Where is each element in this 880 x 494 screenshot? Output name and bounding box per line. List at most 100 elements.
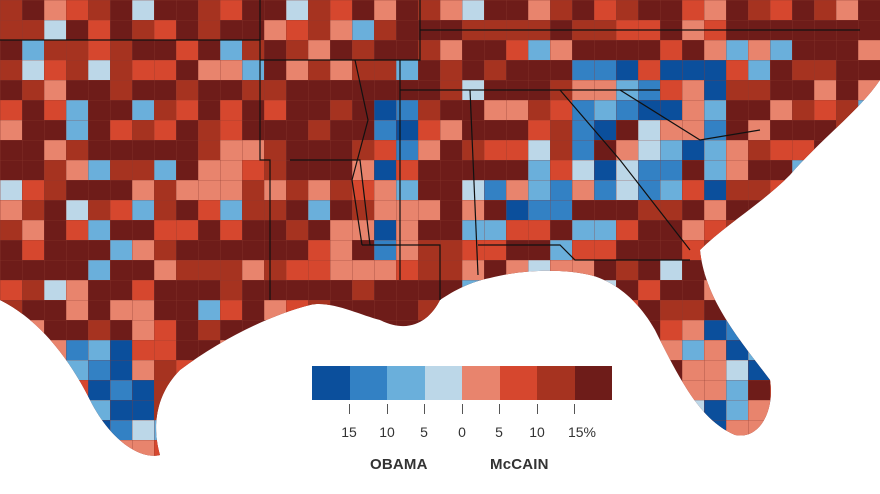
county-cell [286, 400, 308, 420]
county-cell [814, 260, 836, 280]
county-cell [242, 420, 264, 440]
county-cell [836, 380, 858, 400]
county-cell [594, 300, 616, 320]
county-cell [308, 320, 330, 340]
county-cell [792, 320, 814, 340]
legend-swatch-obama-10 [349, 366, 387, 400]
county-cell [858, 340, 880, 360]
county-cell [792, 420, 814, 440]
county-cell [286, 480, 308, 494]
county-cell [770, 280, 792, 300]
county-cell [440, 340, 462, 360]
county-cell [748, 220, 770, 240]
county-cell [814, 460, 836, 480]
county-cell [22, 440, 44, 456]
county-cell [770, 360, 792, 380]
county-cell [66, 480, 88, 494]
county-cell [792, 380, 814, 400]
county-cell [264, 480, 286, 494]
county-cell [198, 420, 220, 440]
county-cell [858, 120, 880, 140]
county-cell [814, 420, 836, 440]
county-cell [572, 340, 594, 360]
county-cell [814, 160, 836, 180]
county-cell [638, 340, 660, 360]
county-cell [836, 320, 858, 340]
county-cell [176, 480, 198, 494]
legend-tick [574, 404, 575, 414]
county-cell [528, 320, 550, 340]
county-cell [616, 360, 638, 380]
county-cell [770, 340, 792, 360]
county-cell [110, 480, 132, 494]
county-cell [858, 360, 880, 380]
county-cell [836, 180, 858, 200]
legend-tick-label: 10 [529, 424, 545, 440]
legend-swatch-obama-15 [312, 366, 350, 400]
county-cell [44, 420, 66, 440]
state-border-alabama-georgia [469, 89, 479, 276]
county-cell [396, 480, 418, 494]
county-cell [682, 420, 704, 440]
county-cell [484, 480, 506, 494]
county-cell [770, 380, 792, 400]
county-cell [88, 440, 110, 456]
county-cell [814, 240, 836, 260]
county-cell [0, 420, 22, 440]
legend-swatch-obama-5 [387, 366, 425, 400]
county-cell [792, 220, 814, 240]
county-cell [858, 420, 880, 440]
county-cell [308, 480, 330, 494]
county-cell [858, 200, 880, 220]
legend-swatch-mccain-0 [462, 366, 500, 400]
county-cell [814, 360, 836, 380]
county-cell [462, 340, 484, 360]
county-cell [286, 340, 308, 360]
county-cell [704, 440, 726, 456]
county-cell [484, 320, 506, 340]
county-cell [330, 340, 352, 360]
county-cell [594, 320, 616, 340]
county-cell [638, 380, 660, 400]
county-cell [198, 480, 220, 494]
county-cell [44, 360, 66, 380]
county-cell [792, 360, 814, 380]
county-cell [858, 300, 880, 320]
map-legend: 15 10 5 0 5 10 15% OBAMA McCAIN [312, 366, 612, 478]
county-cell [22, 400, 44, 420]
county-cell [770, 320, 792, 340]
county-cell [242, 480, 264, 494]
county-cell [88, 480, 110, 494]
county-cell [770, 220, 792, 240]
county-cell [220, 400, 242, 420]
legend-tick-label: 10 [379, 424, 395, 440]
legend-tick-label: 5 [495, 424, 503, 440]
county-cell [814, 300, 836, 320]
county-cell [660, 420, 682, 440]
legend-tick-label: 0 [458, 424, 466, 440]
county-cell [440, 480, 462, 494]
county-cell [264, 380, 286, 400]
legend-tick-label: 5 [420, 424, 428, 440]
county-cell [726, 440, 748, 456]
county-cell [770, 420, 792, 440]
county-cell [0, 320, 22, 340]
county-cell [682, 440, 704, 456]
county-cell [66, 420, 88, 440]
county-cell [286, 440, 308, 456]
county-cell [154, 480, 176, 494]
county-cell [858, 460, 880, 480]
legend-tick-label: 15% [567, 424, 597, 440]
county-cell [66, 400, 88, 420]
county-cell [286, 360, 308, 380]
county-cell [528, 300, 550, 320]
county-cell [0, 360, 22, 380]
state-border-arkansas-louisiana [290, 159, 371, 246]
county-cell [616, 380, 638, 400]
county-cell [814, 340, 836, 360]
county-cell [858, 320, 880, 340]
county-cell [506, 480, 528, 494]
county-cell [616, 300, 638, 320]
county-cell [462, 480, 484, 494]
